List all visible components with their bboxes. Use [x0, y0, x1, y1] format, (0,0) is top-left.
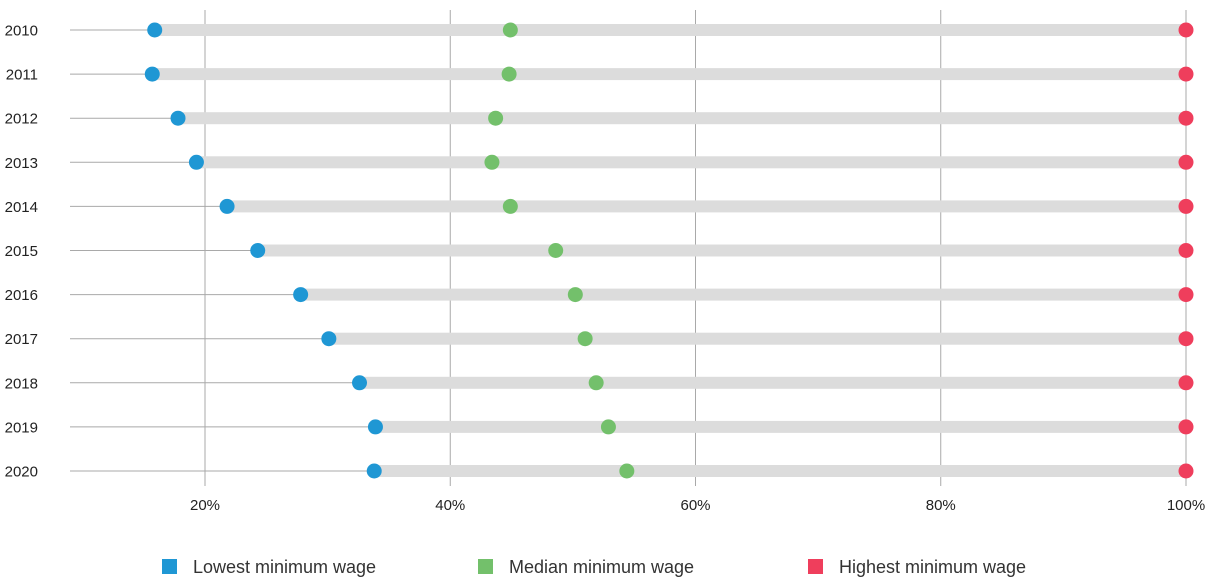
x-tick-label: 100%	[1167, 497, 1205, 514]
y-axis-labels: 2010 2011 2012 2013 2014 2015 2016 2017 2018 2019…	[5, 23, 38, 481]
y-tick-label: 2013	[5, 155, 38, 172]
median-dot	[548, 243, 564, 258]
range-band	[375, 420, 1187, 433]
lowest-dot	[170, 110, 186, 126]
x-tick-label: 40%	[435, 497, 465, 514]
highest-dot	[1178, 419, 1194, 435]
x-tick-label: 80%	[926, 497, 956, 514]
range-band	[257, 244, 1186, 257]
median-dot	[502, 22, 518, 38]
range-band	[178, 112, 1186, 125]
lowest-dot	[366, 463, 382, 479]
lowest-dot	[188, 154, 204, 170]
lowest-dot	[144, 66, 160, 82]
median-dot	[577, 331, 593, 347]
median-dot	[600, 419, 616, 435]
chart-rows	[70, 22, 1194, 479]
legend-label: Median minimum wage	[509, 557, 694, 577]
median-dot	[484, 154, 500, 170]
row-2010	[70, 22, 1194, 38]
x-tick-label: 20%	[190, 497, 220, 514]
legend-label: Lowest minimum wage	[193, 557, 376, 577]
median-dot	[502, 198, 518, 214]
highest-dot	[1178, 463, 1194, 479]
legend-swatch	[808, 559, 823, 574]
y-tick-label: 2012	[5, 111, 38, 128]
y-tick-label: 2019	[5, 419, 38, 436]
y-tick-label: 2020	[5, 464, 38, 481]
median-dot	[567, 287, 583, 303]
range-band	[152, 68, 1187, 81]
highest-dot	[1178, 375, 1194, 391]
median-dot	[501, 66, 517, 82]
lowest-dot	[367, 419, 383, 435]
row-2019	[70, 419, 1194, 435]
highest-dot	[1178, 287, 1194, 303]
highest-dot	[1178, 154, 1194, 170]
range-band	[359, 376, 1186, 389]
range-band	[328, 332, 1186, 345]
highest-dot	[1178, 66, 1194, 82]
row-2017	[70, 331, 1194, 347]
row-2020	[70, 463, 1194, 479]
row-2013	[70, 154, 1194, 170]
highest-dot	[1178, 331, 1194, 347]
range-band	[154, 24, 1186, 36]
highest-dot	[1178, 22, 1194, 38]
row-2012	[70, 110, 1194, 126]
row-2016	[70, 287, 1194, 303]
x-axis-labels: 20% 40% 60% 80% 100%	[190, 497, 1205, 514]
row-2018	[70, 375, 1194, 391]
range-band	[300, 288, 1187, 301]
y-tick-label: 2014	[5, 199, 38, 216]
highest-dot	[1178, 243, 1194, 258]
legend-swatch	[478, 559, 493, 574]
range-band	[374, 465, 1186, 477]
row-2015	[70, 243, 1194, 258]
median-dot	[588, 375, 604, 391]
lowest-dot	[147, 22, 163, 38]
lowest-dot	[250, 243, 266, 258]
legend-label: Highest minimum wage	[839, 557, 1026, 577]
legend: Lowest minimum wage Median minimum wage Hi…	[162, 557, 1026, 577]
x-tick-label: 60%	[680, 497, 710, 514]
lowest-dot	[293, 287, 309, 303]
y-tick-label: 2016	[5, 287, 38, 304]
median-dot	[488, 110, 504, 126]
legend-swatch	[162, 559, 177, 574]
y-tick-label: 2010	[5, 23, 38, 40]
highest-dot	[1178, 198, 1194, 214]
lowest-dot	[352, 375, 368, 391]
y-tick-label: 2011	[6, 67, 38, 84]
range-band	[196, 156, 1186, 169]
legend-item-median: Median minimum wage	[478, 557, 694, 577]
row-2011	[70, 66, 1194, 82]
highest-dot	[1178, 110, 1194, 126]
lowest-dot	[219, 198, 235, 214]
legend-item-lowest: Lowest minimum wage	[162, 557, 376, 577]
y-tick-label: 2018	[5, 375, 38, 392]
median-dot	[619, 463, 635, 479]
lowest-dot	[321, 331, 337, 347]
row-2014	[70, 198, 1194, 214]
range-band	[227, 200, 1186, 213]
y-tick-label: 2017	[5, 331, 38, 348]
y-tick-label: 2015	[5, 243, 38, 260]
legend-item-highest: Highest minimum wage	[808, 557, 1026, 577]
